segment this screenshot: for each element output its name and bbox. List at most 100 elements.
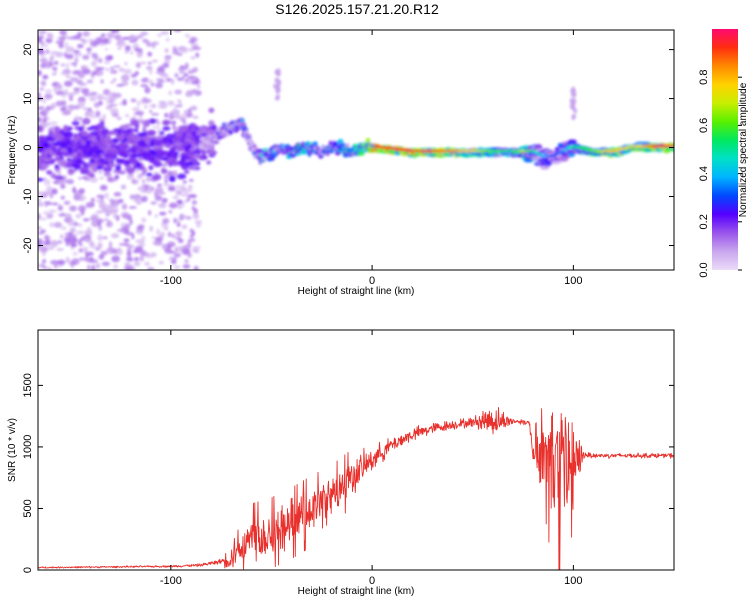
spectrogram-noise-blob <box>156 78 165 81</box>
spectrogram-noise-blob <box>86 79 94 84</box>
spectrogram-noise-blob <box>115 214 120 222</box>
spectrogram-band-blob <box>148 165 154 171</box>
spectrogram-noise-blob <box>128 206 137 209</box>
spectrogram-noise-blob <box>80 198 85 202</box>
spectrogram-noise-blob <box>77 176 84 180</box>
spectrogram-noise-blob <box>106 99 110 105</box>
spectrogram-band-blob <box>176 160 186 166</box>
spectrogram-noise-blob <box>39 30 44 36</box>
spectrogram-noise-blob <box>97 242 103 249</box>
spectrogram-noise-blob <box>165 37 170 42</box>
spectrogram-noise-blob <box>85 203 92 208</box>
spectrogram-noise-blob <box>186 76 196 79</box>
colorbar-tick-label: 0.4 <box>698 166 710 181</box>
spectrogram-noise-blob <box>173 114 182 120</box>
spectrogram-band-blob <box>206 160 212 165</box>
spectrogram-band-blob <box>55 151 63 156</box>
spectrogram-noise-blob <box>100 250 108 256</box>
spectrogram-noise-blob <box>196 85 201 89</box>
spectrogram-x-tick-label: 0 <box>369 275 375 287</box>
spectrogram-noise-blob <box>193 265 199 270</box>
spectrogram-noise-blob <box>158 261 164 265</box>
spectrogram-noise-blob <box>147 51 153 57</box>
spectrogram-band-blob <box>142 126 147 133</box>
spectrogram-band-blob <box>85 134 92 138</box>
spectrogram-core-blob <box>671 145 674 148</box>
spectrogram-noise-blob <box>103 96 108 100</box>
spectrogram-band-blob <box>82 117 91 125</box>
spectrogram-band-blob <box>207 149 215 155</box>
spectrogram-noise-blob <box>81 65 87 70</box>
spectrogram-noise-blob <box>97 72 104 76</box>
spectrogram-noise-blob <box>117 46 122 50</box>
spectrogram-noise-blob <box>146 176 151 182</box>
spectrogram-noise-blob <box>168 210 173 214</box>
spectrogram-noise-blob <box>105 32 115 36</box>
spectrogram-band-blob <box>60 148 68 153</box>
spectrogram-noise-blob <box>162 218 170 225</box>
spectrogram-noise-blob <box>152 59 158 63</box>
spectrogram-noise-blob <box>42 108 49 115</box>
spectrogram-noise-blob <box>57 170 62 176</box>
snr-y-axis-label: SNR (10 * v/v) <box>7 418 18 482</box>
spectrogram-noise-blob <box>117 199 124 204</box>
spectrogram-noise-blob <box>58 180 64 186</box>
spectrogram-noise-blob <box>97 234 104 242</box>
spectrogram-noise-blob <box>61 111 71 116</box>
spectrogram-noise-blob <box>110 30 120 34</box>
spectrogram-noise-blob <box>51 66 58 71</box>
spectrogram-noise-blob <box>91 52 96 59</box>
spectrogram-noise-blob <box>40 44 49 47</box>
spectrogram-noise-blob <box>150 201 157 205</box>
spectrogram-noise-blob <box>86 52 92 55</box>
spectrogram-band-blob <box>186 128 194 134</box>
spectrogram-noise-blob <box>173 172 178 176</box>
spectrogram-band-blob <box>142 147 150 152</box>
spectrogram-noise-blob <box>183 73 189 77</box>
spectrogram-noise-blob <box>164 179 168 184</box>
spectrogram-noise-blob <box>118 170 126 175</box>
spectrogram-noise-blob <box>158 80 166 83</box>
colorbar-tick-label: 0.2 <box>698 214 710 229</box>
snr-y-tick-label: 1000 <box>22 435 34 459</box>
spectrogram-noise-blob <box>150 113 160 116</box>
spectrogram-noise-blob <box>192 46 202 51</box>
spectrogram-noise-blob <box>54 263 58 269</box>
spectrogram-noise-blob <box>106 219 111 225</box>
spectrogram-band-blob <box>181 156 191 160</box>
spectrogram-spur-blob <box>276 85 281 91</box>
spectrogram-noise-blob <box>43 211 48 215</box>
spectrogram-noise-blob <box>189 194 198 199</box>
spectrogram-noise-blob <box>44 89 53 93</box>
spectrogram-noise-blob <box>85 251 94 256</box>
spectrogram-band-blob <box>89 141 95 148</box>
spectrogram-band-blob <box>63 124 69 131</box>
spectrogram-noise-blob <box>133 257 139 262</box>
spectrogram-noise-blob <box>58 213 64 217</box>
spectrogram-noise-blob <box>46 105 54 111</box>
spectrogram-noise-blob <box>99 176 105 180</box>
spectrogram-noise-blob <box>57 240 63 244</box>
spectrogram-spur-blob <box>570 103 575 109</box>
spectrogram-band-blob <box>86 172 95 177</box>
spectrogram-band-blob <box>65 142 72 145</box>
snr-y-tick-label: 1500 <box>22 373 34 397</box>
spectrogram-noise-blob <box>136 100 141 107</box>
spectrogram-noise-blob <box>75 213 82 219</box>
spectrogram-noise-blob <box>92 169 98 173</box>
spectrogram-noise-blob <box>130 266 135 270</box>
spectrogram-noise-blob <box>155 82 163 89</box>
spectrogram-noise-blob <box>63 200 71 205</box>
spectrogram-noise-blob <box>67 231 74 239</box>
spectrogram-band-blob <box>208 120 215 127</box>
spectrogram-noise-blob <box>145 79 154 83</box>
spectrogram-band-blob <box>54 164 59 169</box>
spectrogram-noise-blob <box>38 112 41 117</box>
spectrogram-band-blob <box>144 153 152 159</box>
spectrogram-noise-blob <box>87 110 95 117</box>
spectrogram-ridge-blob <box>365 137 371 144</box>
spectrogram-band-blob <box>183 170 190 174</box>
spectrogram-noise-blob <box>152 240 160 245</box>
colorbar-tick-label: 0.0 <box>698 262 710 277</box>
